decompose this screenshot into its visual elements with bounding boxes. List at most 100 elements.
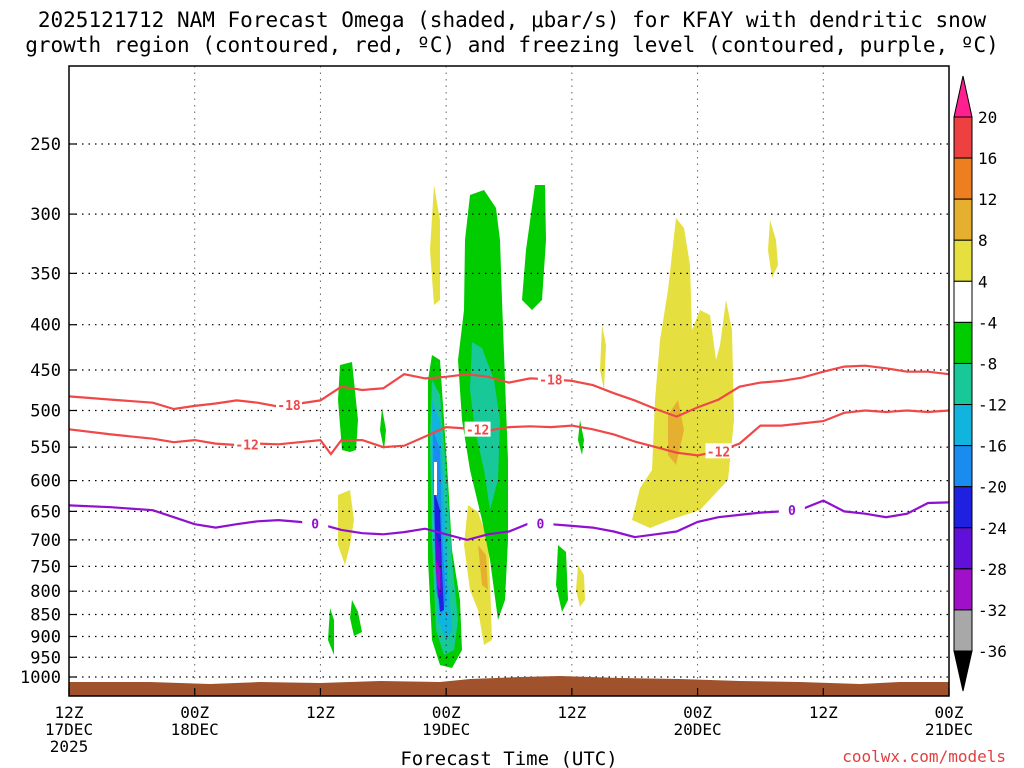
colorbar-label-8: -16 bbox=[978, 437, 1007, 456]
shading-yellow-top bbox=[430, 185, 440, 305]
shading-orange-mid bbox=[478, 545, 488, 590]
contour-label-0-1: -18 bbox=[539, 373, 563, 388]
chart-grid bbox=[69, 66, 949, 696]
contour-label-bg-1-1 bbox=[464, 421, 491, 437]
shading-yellow-small-1 bbox=[768, 220, 778, 278]
y-tick-label-700: 700 bbox=[30, 531, 61, 551]
x-tick-label-3-1: 19DEC bbox=[422, 720, 470, 739]
colorbar-label-9: -20 bbox=[978, 478, 1007, 497]
x-tick-label-0-0: 12Z bbox=[55, 703, 84, 722]
colorbar-segment-10 bbox=[953, 527, 973, 570]
colorbar-segment-5 bbox=[953, 321, 973, 364]
shading-green-right bbox=[522, 185, 546, 310]
y-tick-label-900: 900 bbox=[30, 627, 61, 647]
x-tick-label-4-0: 12Z bbox=[557, 703, 586, 722]
y-tick-label-650: 650 bbox=[30, 502, 61, 522]
chart-title: 2025121712 NAM Forecast Omega (shaded, μ… bbox=[0, 8, 1024, 58]
colorbar-segment-1 bbox=[953, 157, 973, 200]
y-tick-label-850: 850 bbox=[30, 606, 61, 626]
y-tick-label-600: 600 bbox=[30, 472, 61, 492]
colorbar-top-arrow bbox=[953, 75, 973, 118]
y-tick-label-500: 500 bbox=[30, 402, 61, 422]
shading-green-small-5 bbox=[578, 420, 584, 455]
contour-label-1-2: -12 bbox=[707, 445, 730, 460]
contour-line-0 bbox=[68, 364, 950, 418]
y-tick-label-300: 300 bbox=[30, 205, 61, 225]
contour-label-1-1: -12 bbox=[466, 424, 489, 439]
colorbar: 20 16 12 8 4 -4 -8 -12 -16 -20 -24 -28 -32 -36 bbox=[953, 75, 1007, 692]
x-tick-label-1-0: 00Z bbox=[180, 703, 209, 722]
shading-magenta-core bbox=[436, 560, 440, 590]
colorbar-label-10: -24 bbox=[978, 519, 1007, 538]
y-tick-label-550: 550 bbox=[30, 438, 61, 458]
y-tick-label-750: 750 bbox=[30, 557, 61, 577]
y-tick-label-250: 250 bbox=[30, 135, 61, 155]
contour-label-2-2: 0 bbox=[788, 504, 796, 519]
y-tick-label-350: 350 bbox=[30, 264, 61, 284]
colorbar-label-2: 12 bbox=[978, 190, 997, 209]
x-tick-label-7-0: 00Z bbox=[935, 703, 964, 722]
x-tick-label-5-1: 20DEC bbox=[673, 720, 721, 739]
contour-line-2 bbox=[68, 499, 950, 542]
contour-label-bg-1-2 bbox=[705, 443, 732, 459]
shading-yellow-small-2 bbox=[600, 325, 606, 390]
contour-label-bg-2-2 bbox=[778, 502, 805, 518]
colorbar-label-3: 8 bbox=[978, 231, 988, 250]
colorbar-segment-11 bbox=[953, 568, 973, 611]
y-tick-label-450: 450 bbox=[30, 361, 61, 381]
shading-green-small-4 bbox=[556, 545, 568, 612]
contour-line-1 bbox=[68, 409, 950, 457]
y-tick-label-1000: 1000 bbox=[20, 668, 61, 688]
shading-green-small-3 bbox=[350, 600, 362, 636]
title-line-1: 2025121712 NAM Forecast Omega (shaded, μ… bbox=[37, 8, 987, 32]
x-tick-label-0-2: 2025 bbox=[50, 737, 89, 756]
colorbar-segment-12 bbox=[953, 609, 973, 652]
shading-yellow-small-3 bbox=[576, 565, 585, 607]
colorbar-segment-4 bbox=[953, 280, 973, 323]
contour-label-1-0: -12 bbox=[235, 438, 258, 453]
colorbar-segment-0 bbox=[953, 116, 973, 159]
colorbar-label-4: 4 bbox=[978, 272, 988, 291]
shading-green-thin-1 bbox=[380, 408, 386, 450]
colorbar-segment-6 bbox=[953, 362, 973, 406]
contour-label-bg-2-1 bbox=[527, 515, 554, 531]
x-axis-label: Forecast Time (UTC) bbox=[400, 748, 617, 768]
x-tick-label-6-0: 12Z bbox=[809, 703, 838, 722]
y-tick-label-950: 950 bbox=[30, 648, 61, 668]
colorbar-label-12: -32 bbox=[978, 601, 1007, 620]
plot-frame bbox=[68, 65, 950, 697]
shading-purple-core bbox=[435, 530, 442, 598]
credit-text: coolwx.com/models bbox=[842, 747, 1006, 766]
colorbar-segment-8 bbox=[953, 445, 973, 488]
shading-green-small-2 bbox=[328, 608, 334, 655]
colorbar-bottom-arrow bbox=[953, 650, 973, 692]
contour-label-0-0: -18 bbox=[277, 399, 301, 414]
shading-white-streak bbox=[434, 462, 437, 495]
colorbar-label-11: -28 bbox=[978, 560, 1007, 579]
y-tick-label-800: 800 bbox=[30, 582, 61, 602]
contour-label-bg-0-0 bbox=[276, 397, 302, 413]
contour-lines: -18 -18 -12 -12 -12 0 0 0 bbox=[68, 364, 950, 542]
colorbar-segment-3 bbox=[953, 239, 973, 282]
colorbar-label-0: 20 bbox=[978, 108, 997, 127]
colorbar-segment-7 bbox=[953, 404, 973, 447]
chart-axes: 2503003504004505005506006507007508008509… bbox=[20, 135, 973, 756]
x-tick-label-1-1: 18DEC bbox=[171, 720, 219, 739]
shading-yellow-mid-1 bbox=[338, 490, 354, 565]
colorbar-label-6: -8 bbox=[978, 354, 997, 373]
x-tick-label-2-0: 12Z bbox=[306, 703, 335, 722]
surface-terrain bbox=[69, 676, 949, 696]
contour-label-2-1: 0 bbox=[537, 518, 545, 533]
title-line-2: growth region (contoured, red, ºC) and f… bbox=[25, 33, 999, 57]
shading-yellow-large bbox=[632, 218, 734, 528]
colorbar-label-13: -36 bbox=[978, 642, 1007, 661]
colorbar-label-5: -4 bbox=[978, 313, 997, 332]
colorbar-label-1: 16 bbox=[978, 149, 997, 168]
colorbar-segment-9 bbox=[953, 486, 973, 529]
x-tick-label-0-1: 17DEC bbox=[45, 720, 93, 739]
x-tick-label-3-0: 00Z bbox=[432, 703, 461, 722]
contour-label-bg-2-0 bbox=[302, 515, 329, 531]
x-tick-label-7-1: 21DEC bbox=[925, 720, 973, 739]
contour-label-bg-0-1 bbox=[537, 371, 564, 387]
